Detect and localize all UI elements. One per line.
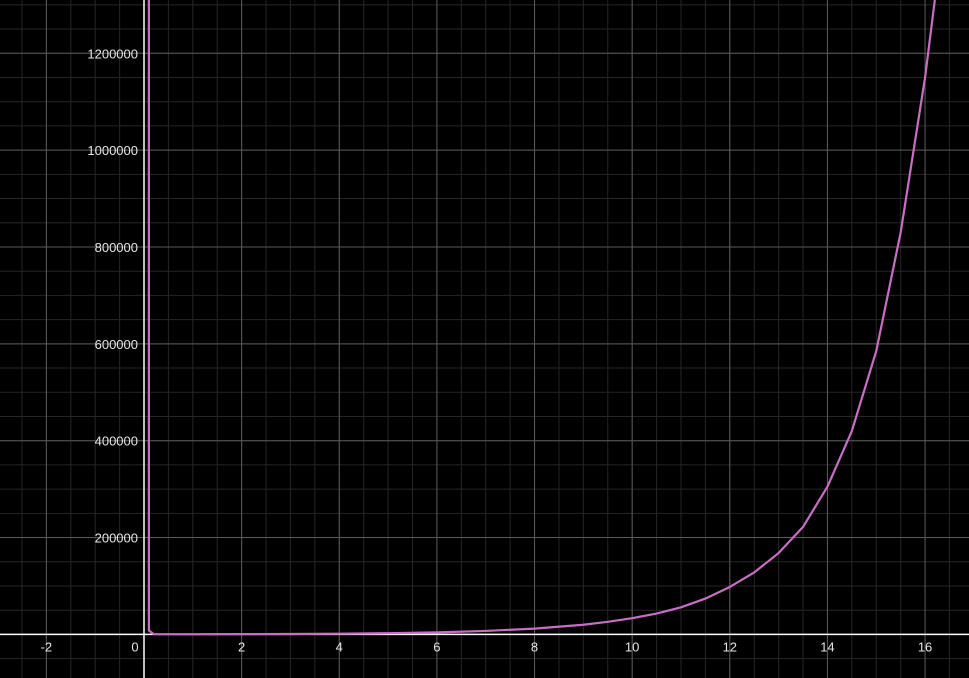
x-tick-label: 4 bbox=[336, 639, 343, 654]
x-tick-label: 12 bbox=[723, 639, 737, 654]
y-tick-label: 1000000 bbox=[87, 143, 138, 158]
series-layer bbox=[147, 0, 936, 636]
x-tick-label: 16 bbox=[918, 639, 932, 654]
y-tick-labels: 200000 400000 600000 800000 1000000 1200000 bbox=[87, 46, 138, 545]
x-tick-label: 6 bbox=[433, 639, 440, 654]
x-tick-label: -2 bbox=[41, 639, 53, 654]
y-tick-label: 1200000 bbox=[87, 46, 138, 61]
x-tick-labels: -2 0 2 4 6 8 10 12 14 16 bbox=[41, 639, 933, 654]
x-tick-label: 0 bbox=[131, 639, 138, 654]
x-tick-label: 10 bbox=[625, 639, 639, 654]
y-tick-label: 400000 bbox=[95, 434, 138, 449]
y-tick-label: 600000 bbox=[95, 337, 138, 352]
x-tick-label: 14 bbox=[820, 639, 834, 654]
series-line bbox=[147, 0, 936, 636]
x-tick-label: 8 bbox=[531, 639, 538, 654]
y-tick-label: 800000 bbox=[95, 240, 138, 255]
x-tick-label: 2 bbox=[238, 639, 245, 654]
y-tick-label: 200000 bbox=[95, 531, 138, 546]
